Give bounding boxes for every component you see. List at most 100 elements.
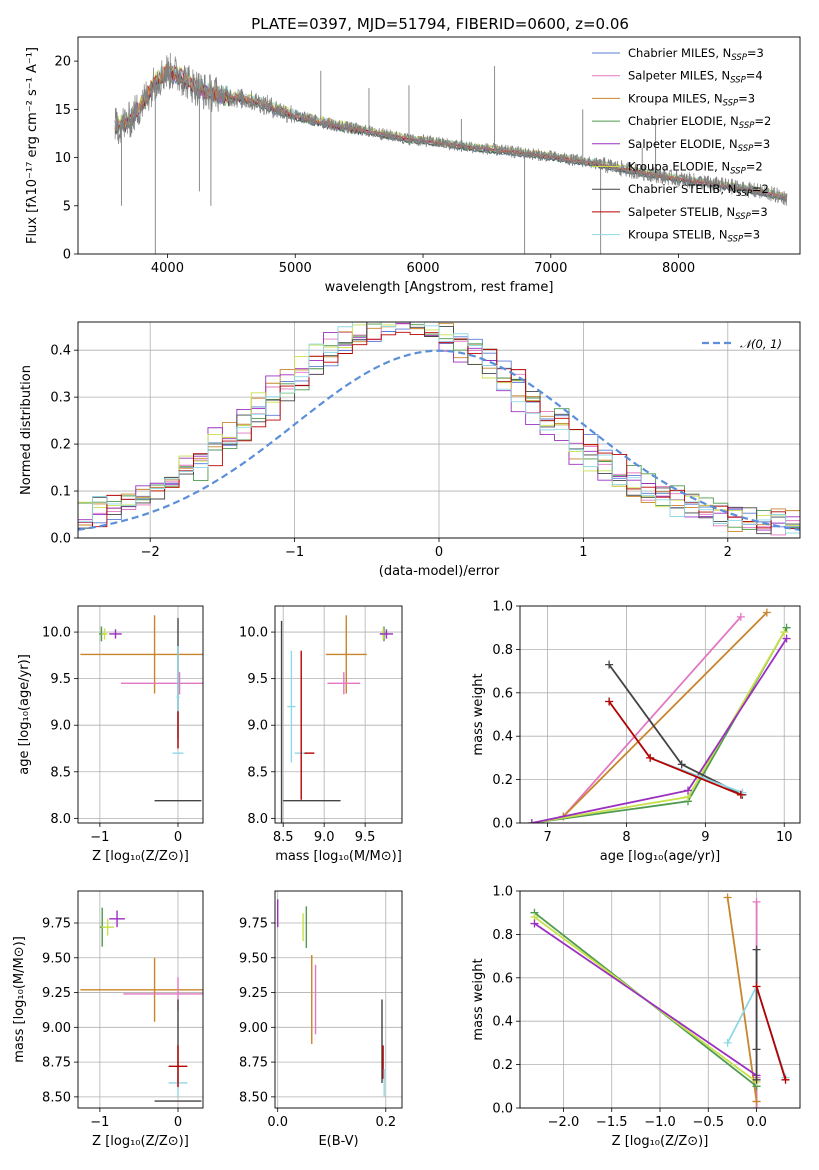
axes-frame xyxy=(77,321,801,539)
y-tick-label: 10 xyxy=(54,151,71,166)
weight-marker-salpeter-elodie xyxy=(530,919,539,928)
weight-marker-chabrier-stelib xyxy=(752,1075,761,1084)
spectrum-panel: 4000 5000 6000 7000 8000 0 5 10 15 20 wavelength [… xyxy=(25,36,801,295)
x-tick-label: 0.0 xyxy=(746,1115,767,1130)
weight-marker-chabrier-stelib xyxy=(752,945,761,954)
weight-marker-chabrier-stelib xyxy=(677,760,686,769)
x-axis-label: (data-model)/error xyxy=(379,564,500,579)
plot-area xyxy=(80,907,203,1102)
legend-sub: SSP xyxy=(730,76,746,86)
y-tick-label: 8.50 xyxy=(239,1090,268,1105)
legend-tail: =3 xyxy=(743,228,760,242)
y-tick-label: 0.8 xyxy=(492,928,513,943)
plot-area xyxy=(114,52,788,254)
legend-sub: SSP xyxy=(739,121,755,131)
plot-area xyxy=(78,322,800,538)
y-tick-label: 9.00 xyxy=(42,1021,71,1036)
x-axis-label: E(B-V) xyxy=(318,1134,358,1149)
x-tick-label: 10 xyxy=(776,830,793,845)
weight-marker-salpeter-miles xyxy=(752,897,761,906)
legend-label-chabrier-elodie: Chabrier ELODIE, NSSP=2 xyxy=(628,114,771,131)
legend-sub: SSP xyxy=(736,189,752,199)
legend-tail: =3 xyxy=(751,205,768,219)
legend-tail: =2 xyxy=(752,182,769,196)
weight-marker-salpeter-elodie xyxy=(684,786,692,795)
legend-sub: SSP xyxy=(728,235,744,245)
y-tick-label: 9.5 xyxy=(247,672,268,687)
y-tick-label: 9.5 xyxy=(50,672,71,687)
x-tick-label: 0.2 xyxy=(375,1115,396,1130)
y-tick-label: 1.0 xyxy=(492,600,513,615)
legend-sub: SSP xyxy=(723,98,739,108)
weight-marker-kroupa-miles xyxy=(752,1097,761,1106)
legend-label-salpeter-miles: Salpeter MILES, NSSP=4 xyxy=(628,69,763,86)
y-tick-label: 10.0 xyxy=(239,626,268,641)
y-tick-label: 0.2 xyxy=(50,438,71,453)
x-tick-label: 9.5 xyxy=(355,830,376,845)
weight-marker-salpeter-elodie xyxy=(782,634,791,643)
y-axis-label: mass weight xyxy=(471,673,486,755)
legend-text: Salpeter MILES, N xyxy=(628,69,730,83)
y-axis-label: age [log₁₀(age/yr)] xyxy=(17,654,32,775)
x-tick-label: 2 xyxy=(724,545,732,560)
x-tick-label: 5000 xyxy=(279,261,312,276)
weight-marker-salpeter-stelib xyxy=(646,753,655,762)
age-vs-metallicity-panel: −1 0 8.0 8.5 9.0 9.5 10.0 Z [log₁₀(Z/Z⊙)] age [l… xyxy=(17,605,204,864)
x-axis-label: Z [log₁₀(Z/Z⊙)] xyxy=(612,1134,709,1149)
weight-line-salpeter-elodie xyxy=(531,638,788,823)
weight-marker-chabrier-elodie xyxy=(782,623,791,632)
axes-frame xyxy=(519,890,801,1109)
y-tick-label: 0.0 xyxy=(492,817,513,832)
y-tick-label: 9.75 xyxy=(42,916,71,931)
y-tick-label: 8.5 xyxy=(247,765,268,780)
x-tick-label: −2.0 xyxy=(548,1115,580,1130)
weight-line-salpeter-elodie xyxy=(533,922,758,1077)
x-tick-label: −1.5 xyxy=(596,1115,628,1130)
y-axis-label: mass [log₁₀(M/M⊙)] xyxy=(12,936,27,1063)
y-tick-label: 10.0 xyxy=(42,626,71,641)
weight-marker-salpeter-stelib xyxy=(736,790,745,799)
legend-text: Chabrier ELODIE, N xyxy=(628,114,739,128)
weight-marker-chabrier-stelib xyxy=(605,660,614,669)
legend-tail: =3 xyxy=(738,91,755,105)
x-axis-label: mass [log₁₀(M/M⊙)] xyxy=(275,849,402,864)
legend-tail: =3 xyxy=(753,137,770,151)
figure-title: PLATE=0397, MJD=51794, FIBERID=0600, z=0… xyxy=(251,15,629,33)
x-tick-label: 0 xyxy=(174,1115,182,1130)
x-tick-label: 0 xyxy=(174,830,182,845)
y-tick-label: 0.2 xyxy=(492,1058,513,1073)
residual-histogram-panel: −2 −1 0 1 2 0.0 0.1 0.2 0.3 0.4 (data-model)/error… xyxy=(19,321,801,579)
plot-area xyxy=(530,893,790,1108)
legend-text: Chabrier STELIB, N xyxy=(628,182,736,196)
y-tick-label: 8.50 xyxy=(42,1090,71,1105)
weight-vs-metallicity-panel: −2.0 −1.5 −1.0 −0.5 0.0 0.0 0.2 0.4 0.6 0.8 1.0 Z [… xyxy=(471,885,801,1149)
x-axis-label: age [log₁₀(age/yr)] xyxy=(600,849,721,864)
legend-tail: =3 xyxy=(747,46,764,60)
axes-frame xyxy=(274,890,403,1109)
x-tick-label: −1.0 xyxy=(644,1115,676,1130)
x-tick-label: 6000 xyxy=(406,261,439,276)
plot-area xyxy=(80,615,203,802)
y-tick-label: 9.50 xyxy=(42,951,71,966)
legend-label-chabrier-stelib: Chabrier STELIB, NSSP=2 xyxy=(628,182,769,199)
y-tick-label: 8.75 xyxy=(42,1056,71,1071)
y-tick-label: 1.0 xyxy=(492,885,513,900)
legend-label-chabrier-miles: Chabrier MILES, NSSP=3 xyxy=(628,46,764,63)
legend-sub: SSP xyxy=(731,53,747,63)
y-tick-label: 9.25 xyxy=(42,986,71,1001)
y-tick-label: 0.6 xyxy=(492,686,513,701)
y-tick-label: 0.3 xyxy=(50,391,71,406)
legend-sub: SSP xyxy=(738,144,754,154)
histogram-kroupa-stelib xyxy=(78,322,800,538)
legend-text: Kroupa MILES, N xyxy=(628,91,723,105)
x-tick-label: 0 xyxy=(435,545,443,560)
legend-label-gaussian: 𝒩(0, 1) xyxy=(740,337,782,351)
weight-line-kroupa-stelib xyxy=(608,700,743,794)
y-tick-label: 9.0 xyxy=(50,719,71,734)
weight-marker-salpeter-stelib xyxy=(752,982,761,991)
y-tick-label: 0.4 xyxy=(50,344,71,359)
y-tick-label: 0.0 xyxy=(50,532,71,547)
legend-text: Kroupa ELODIE, N xyxy=(628,160,730,174)
x-tick-label: 8.5 xyxy=(273,830,294,845)
